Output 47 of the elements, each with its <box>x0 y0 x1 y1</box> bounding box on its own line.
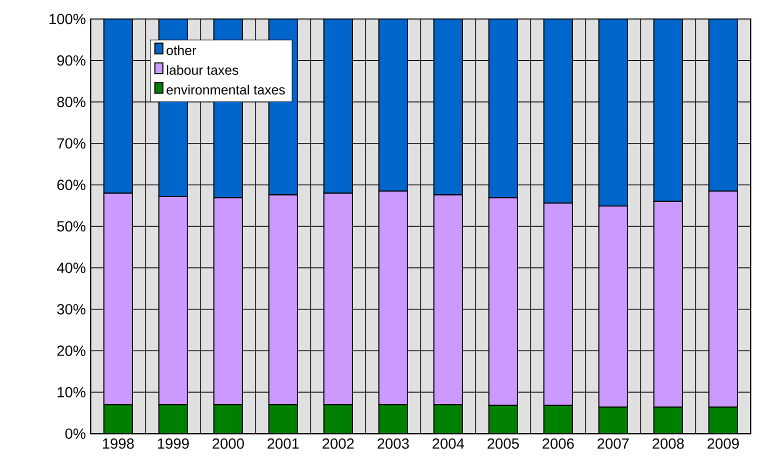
bar <box>708 18 738 192</box>
y-tick-label: 20% <box>57 346 86 356</box>
x-tick-label: 1999 <box>158 438 189 449</box>
x-tick-label: 1998 <box>102 438 134 449</box>
y-tick-label: 40% <box>56 262 86 273</box>
x-tick-label: 2008 <box>652 438 684 449</box>
bar <box>653 18 684 202</box>
bar <box>433 404 464 434</box>
x-tick-label: 2000 <box>212 438 244 449</box>
bar <box>433 18 464 196</box>
bar <box>268 404 298 434</box>
bar <box>598 406 628 434</box>
legend-label: environmental taxes <box>166 84 285 95</box>
bar <box>598 18 628 207</box>
bar <box>103 404 134 434</box>
x-tick-label: 2009 <box>708 438 739 449</box>
x-tick-label: 2003 <box>378 438 409 449</box>
bar <box>488 18 518 198</box>
x-tick-label: 2006 <box>542 438 574 449</box>
x-tick-label: 2004 <box>432 438 464 449</box>
x-tick-label: 2001 <box>268 438 299 449</box>
y-tick-label: 100% <box>50 14 86 24</box>
bar <box>543 18 574 204</box>
bar <box>708 406 738 434</box>
x-tick-label: 2007 <box>598 438 629 449</box>
y-tick-label: 0% <box>65 428 86 439</box>
y-tick-label: 70% <box>57 138 86 149</box>
y-tick-label: 10% <box>58 387 86 398</box>
y-tick-label: 90% <box>57 55 86 66</box>
bar <box>323 18 354 194</box>
y-tick-label: 60% <box>57 180 86 190</box>
legend-label: other <box>166 45 196 56</box>
bar <box>378 404 408 434</box>
bar <box>103 18 134 194</box>
bar <box>213 404 244 434</box>
x-tick-label: 2005 <box>488 438 519 449</box>
y-tick-label: 30% <box>57 304 86 314</box>
bar <box>323 404 354 434</box>
bar <box>543 404 574 434</box>
bar <box>158 404 188 434</box>
legend-label: labour taxes <box>166 65 238 75</box>
y-tick-label: 80% <box>57 96 86 108</box>
x-tick-label: 2002 <box>322 438 354 449</box>
bar <box>653 406 684 434</box>
bar <box>488 404 518 434</box>
bar <box>378 18 408 192</box>
y-tick-label: 50% <box>57 221 86 232</box>
